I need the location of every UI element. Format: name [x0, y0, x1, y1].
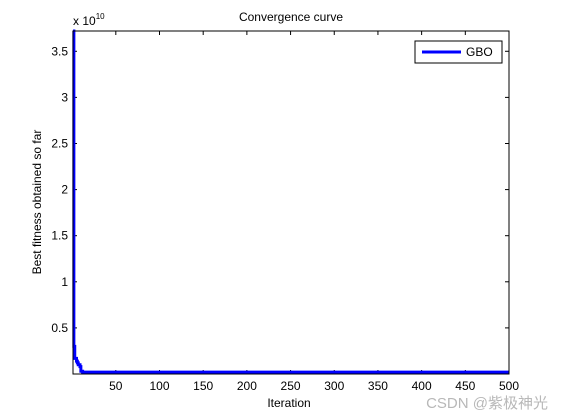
- series-line-gbo: [72, 29, 509, 374]
- y-tick-label: 2: [61, 183, 68, 197]
- y-exponent-label: x 1010: [73, 12, 105, 28]
- x-tick-label: 350: [368, 379, 388, 393]
- y-tick-label: 3.5: [51, 44, 68, 58]
- x-axis-label: Iteration: [267, 396, 310, 410]
- y-tick-label: 2.5: [51, 136, 68, 150]
- y-tick-label: 1: [61, 275, 68, 289]
- y-tick-label: 1.5: [51, 229, 68, 243]
- tick-label-layer: 50 100 150 200 250 300 350 400 450 500 0.5 1 1.5 2 2.5…: [51, 44, 519, 393]
- watermark: CSDN @紫极神光: [426, 395, 548, 412]
- x-tick-label: 150: [193, 379, 213, 393]
- x-tick-label: 200: [237, 379, 257, 393]
- legend: GBO: [414, 40, 503, 64]
- x-tick-label: 250: [281, 379, 301, 393]
- plot-area: [73, 31, 509, 374]
- x-tick-label: 450: [455, 379, 475, 393]
- chart-title: Convergence curve: [239, 10, 343, 24]
- x-tick-label: 100: [149, 379, 169, 393]
- x-tick-label: 500: [499, 379, 519, 393]
- y-axis-label: Best fitness obtained so far: [30, 130, 44, 275]
- y-exponent-base: x 10: [73, 14, 96, 28]
- x-tick-label: 400: [412, 379, 432, 393]
- y-tick-label: 0.5: [51, 321, 68, 335]
- legend-label-gbo: GBO: [466, 45, 493, 59]
- x-tick-label: 300: [324, 379, 344, 393]
- y-tick-label: 3: [61, 90, 68, 104]
- y-exponent-power: 10: [96, 12, 105, 21]
- x-tick-label: 50: [109, 379, 123, 393]
- axes-box: [72, 30, 510, 375]
